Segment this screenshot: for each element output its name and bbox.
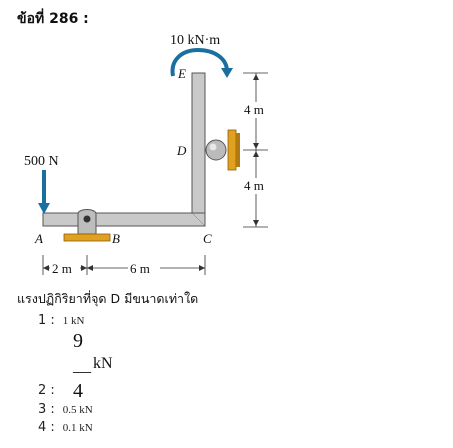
dim-right-upper: 4 m — [244, 102, 264, 117]
option-value: 1 kN — [62, 315, 85, 327]
roller-support-icon — [205, 139, 227, 161]
moment-label: 10 kN·m — [170, 33, 220, 48]
moment-arrow-icon — [170, 47, 229, 77]
frame-diagram: 10 kN·m E D 500 N A B C — [24, 33, 268, 276]
question-text: แรงปฏิกิริยาที่จุด D มีขนาดเท่าใด — [17, 291, 199, 306]
option-number: 1 : — [38, 313, 55, 328]
vertical-member — [191, 72, 206, 227]
dim-right-lower: 4 m — [244, 178, 264, 193]
option-value: 0.1 kN — [62, 422, 93, 434]
option-number: 2 : — [38, 383, 55, 398]
option-4[interactable]: 4 : 0.1 kN — [38, 419, 93, 435]
option-1[interactable]: 1 : 1 kN — [38, 312, 85, 328]
point-a-label: A — [34, 231, 43, 246]
dim-bottom-left: 2 m — [52, 261, 72, 276]
wall-support-icon — [227, 129, 237, 171]
moment-arrowhead-icon — [221, 68, 233, 78]
horizontal-member — [42, 212, 206, 227]
fraction-numerator: 9 — [73, 330, 83, 352]
point-d-label: D — [176, 143, 187, 158]
option-value: 0.5 kN — [62, 404, 93, 416]
point-c-label: C — [203, 231, 212, 246]
fraction-denominator: 4 — [73, 380, 83, 402]
option-2-fraction[interactable]: 9 — kN 4 — [73, 330, 133, 405]
fraction-unit: kN — [93, 355, 113, 372]
option-number: 3 : — [38, 402, 55, 417]
point-e-label: E — [177, 66, 186, 81]
point-b-label: B — [112, 231, 120, 246]
option-2[interactable]: 2 : — [38, 382, 55, 398]
question-number: ข้อที่ 286 : — [17, 11, 89, 27]
option-3[interactable]: 3 : 0.5 kN — [38, 401, 93, 417]
option-number: 4 : — [38, 420, 55, 435]
fraction-bar: — — [73, 361, 91, 381]
dim-bottom-right: 6 m — [130, 261, 150, 276]
force-label: 500 N — [24, 154, 59, 169]
